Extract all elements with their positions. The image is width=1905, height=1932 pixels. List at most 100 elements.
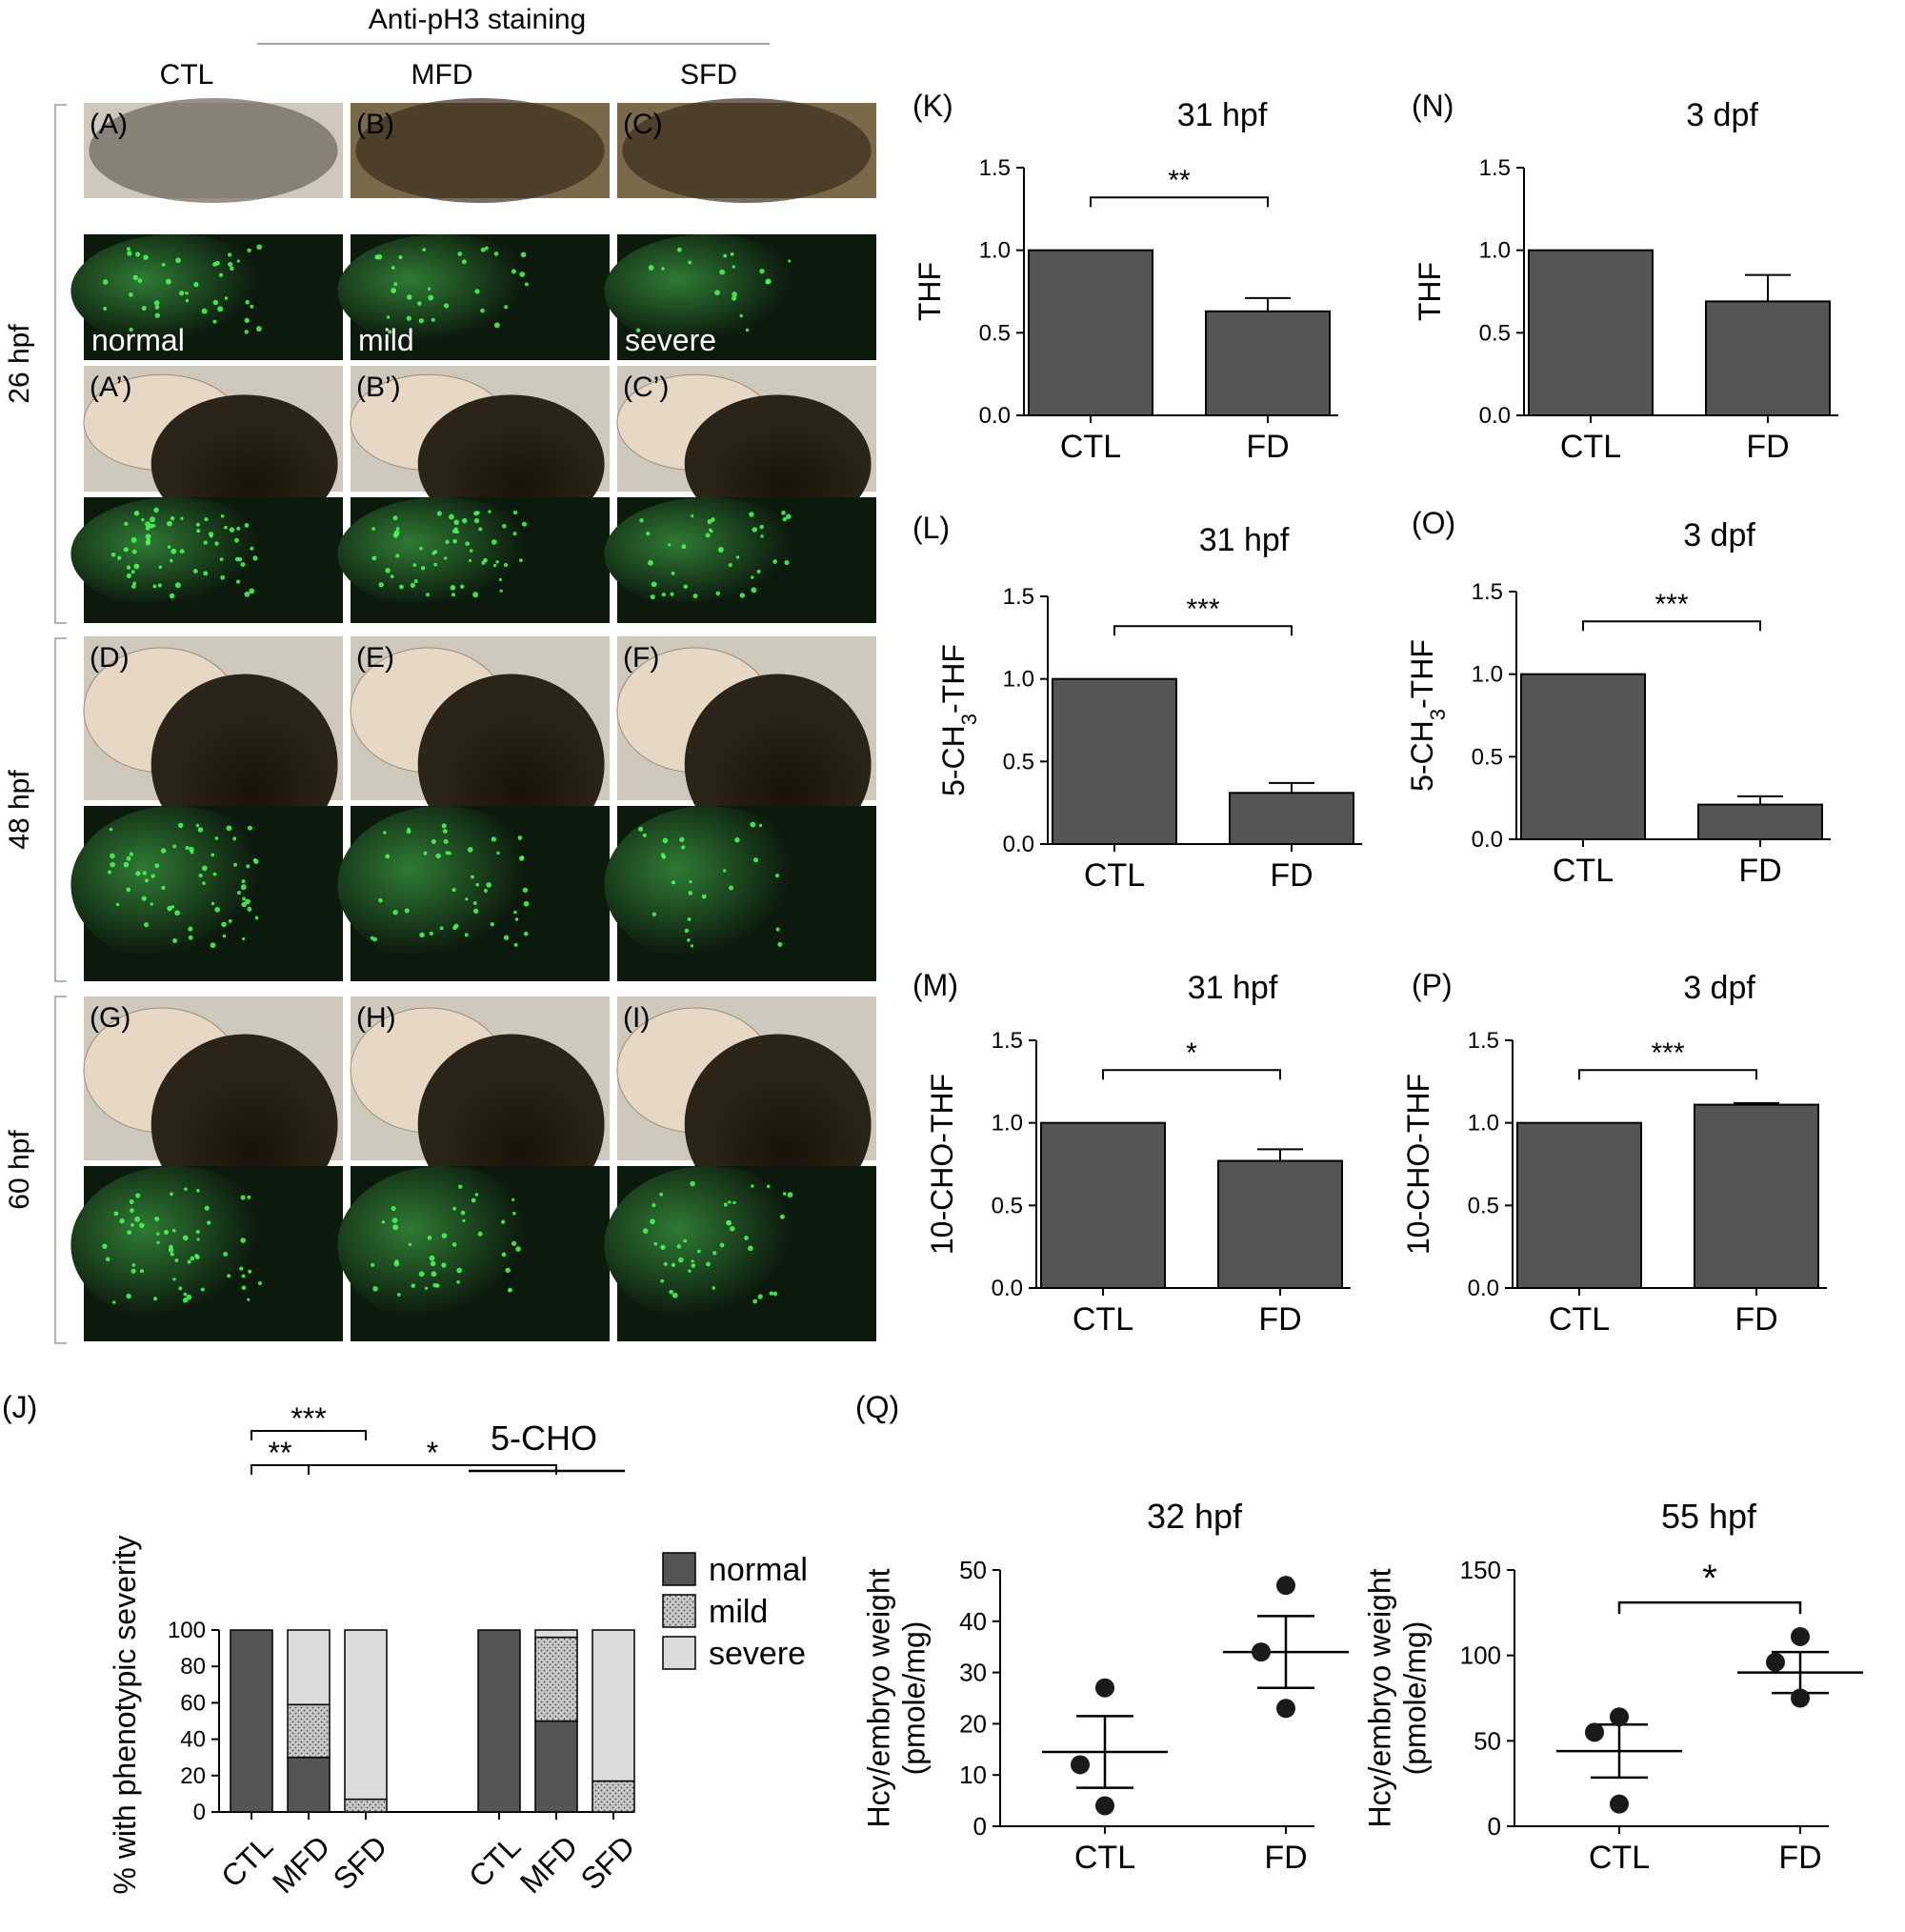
x-tick-label: CTL (462, 1829, 527, 1894)
stain-dot (391, 1206, 396, 1212)
y-tick-label: 40 (180, 1727, 206, 1753)
stain-dot (452, 1206, 457, 1211)
stain-dot (774, 873, 780, 878)
stain-dot (734, 836, 740, 843)
stain-dot (133, 510, 140, 516)
severity-caption: normal (91, 323, 185, 357)
stain-dot (739, 313, 743, 318)
stain-dot (185, 845, 190, 851)
stain-dot (429, 931, 433, 936)
fluorescence-image (604, 497, 876, 623)
stain-dot (170, 515, 175, 521)
fluorescence-glow (604, 234, 812, 348)
stain-dot (722, 869, 727, 873)
stain-dot (247, 1195, 251, 1199)
stain-dot (420, 566, 426, 571)
stack-segment (287, 1629, 331, 1706)
fluorescence-glow (70, 234, 278, 348)
stain-dot (165, 278, 171, 285)
significance-marker: *** (1651, 1037, 1684, 1069)
stain-dot (707, 519, 712, 525)
stain-dot (247, 1298, 251, 1301)
stain-dot (226, 825, 232, 832)
stain-dot (236, 526, 241, 531)
stain-dot (174, 910, 180, 916)
stain-dot (472, 592, 479, 598)
stain-dot (126, 247, 130, 252)
stain-dot (117, 555, 122, 560)
stain-dot (129, 327, 133, 332)
stain-dot (418, 318, 424, 324)
stain-dot (193, 281, 199, 288)
stain-dot (130, 584, 136, 589)
y-tick-label: 1.0 (1479, 238, 1511, 264)
stain-dot (461, 259, 467, 265)
scatter-plot: 32 hpf 0 10 20 30 40 50 Hcy/embryo weight(pmole… (862, 1497, 1349, 1876)
y-tick-label: 100 (1460, 1641, 1501, 1670)
stain-dot (486, 882, 491, 888)
panel-letter: (C’) (623, 372, 669, 403)
stain-dot (431, 838, 436, 845)
stain-dot (661, 592, 666, 597)
stain-dot (219, 557, 224, 561)
panel-letter: (N) (1412, 89, 1454, 123)
stain-dot (211, 901, 215, 906)
stain-dot (214, 836, 219, 840)
row-stage-label: 26 hpf (4, 324, 35, 404)
stain-dot (190, 850, 194, 855)
stain-dot (250, 304, 254, 309)
row-bracket (54, 637, 67, 982)
stain-dot (241, 879, 246, 884)
stain-dot (499, 589, 503, 593)
x-tick-label: MFD (266, 1829, 336, 1900)
stain-dot (672, 1292, 678, 1298)
stain-dot (210, 942, 216, 949)
stain-dot (457, 252, 463, 256)
stain-dot (182, 1297, 189, 1303)
stain-dot (431, 317, 435, 322)
stain-dot (759, 269, 765, 274)
stain-dot (167, 520, 172, 527)
stain-dot (179, 291, 185, 296)
stain-dot (170, 1192, 173, 1197)
chart-title: 31 hpf (1199, 522, 1290, 558)
stain-dot (130, 536, 137, 543)
stain-dot (203, 540, 208, 545)
fluorescence-image (337, 1166, 610, 1341)
y-tick-label: 0.0 (1003, 832, 1034, 857)
stain-dot (188, 935, 193, 940)
panel-letter: (B) (356, 109, 394, 140)
fluorescence-image (604, 806, 876, 981)
chart-title: 32 hpf (1147, 1497, 1243, 1536)
stain-dot (135, 871, 141, 876)
stain-dot (408, 1242, 412, 1247)
stain-dot (143, 922, 150, 928)
stain-dot (451, 1242, 457, 1247)
stain-dot (130, 1268, 136, 1274)
stain-dot (661, 267, 665, 271)
stain-dot (784, 559, 790, 566)
data-point (1071, 1755, 1090, 1775)
stain-dot (169, 593, 175, 599)
stain-dot (131, 1263, 136, 1267)
stain-dot (444, 556, 448, 560)
significance-marker: * (1186, 1037, 1197, 1069)
stain-dot (223, 1251, 229, 1257)
stain-dot (451, 887, 456, 893)
panel-letter: (F) (623, 642, 659, 674)
data-point (1791, 1688, 1810, 1708)
stain-dot (492, 563, 497, 568)
stain-dot (209, 534, 213, 538)
x-tick-label: FD (1738, 853, 1781, 889)
significance-marker: * (1702, 1558, 1717, 1600)
y-tick-label: 0.0 (1479, 403, 1511, 429)
panel-letter: (K) (912, 89, 953, 123)
stain-dot (392, 909, 398, 916)
stain-dot (398, 584, 404, 590)
stain-dot (431, 1271, 437, 1278)
stain-dot (688, 1269, 692, 1273)
stain-dot (662, 837, 669, 844)
stain-dot (691, 513, 694, 518)
y-tick-label: 1.5 (1468, 1028, 1499, 1054)
bar (1229, 792, 1354, 845)
